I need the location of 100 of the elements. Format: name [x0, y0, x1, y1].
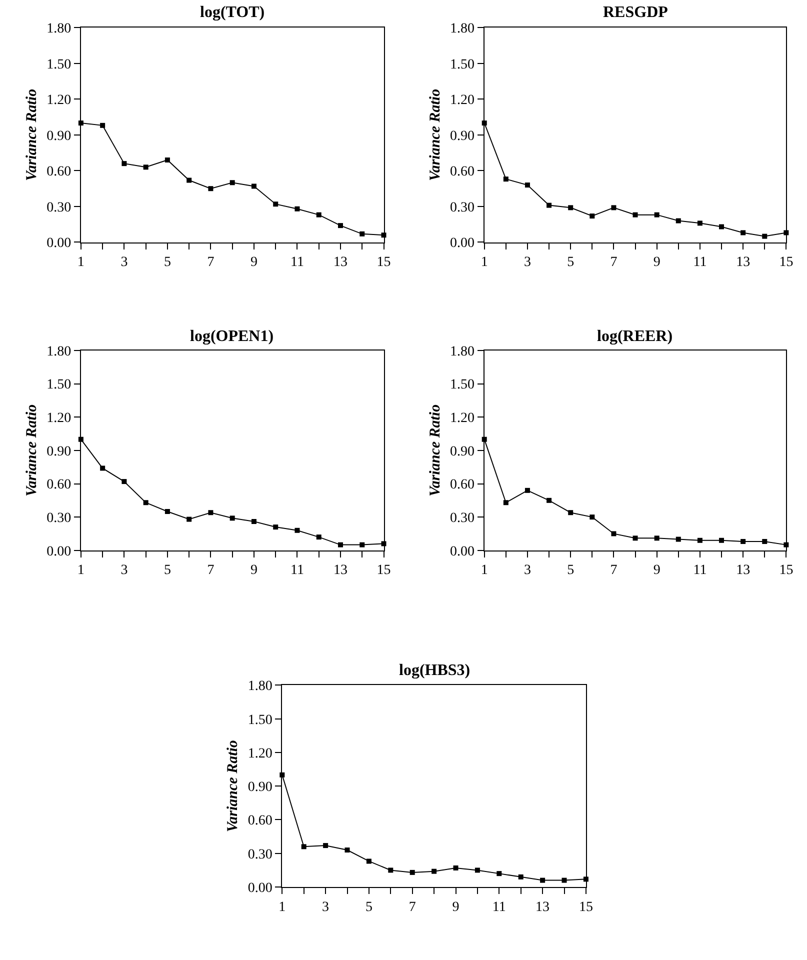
- x-tick-label: 1: [278, 900, 286, 915]
- y-tick-label: 1.50: [450, 57, 475, 72]
- x-tick-label: 13: [736, 255, 750, 270]
- point: [654, 212, 660, 218]
- point: [251, 518, 256, 524]
- point: [251, 184, 256, 189]
- x-tick-label: 1: [480, 563, 488, 578]
- point: [338, 542, 343, 548]
- y-axis-title: Variance Ratio: [427, 404, 444, 496]
- x-tick-label: 7: [207, 563, 214, 578]
- y-tick-label: 1.20: [46, 411, 72, 426]
- point: [503, 176, 508, 182]
- x-tick-label: 1: [77, 255, 84, 270]
- point: [388, 868, 394, 873]
- point: [524, 488, 530, 493]
- point: [568, 510, 574, 516]
- y-axis-title: Variance Ratio: [427, 88, 444, 182]
- x-tick-label: 5: [164, 255, 171, 270]
- x-tick-label: 3: [524, 255, 531, 270]
- point: [100, 466, 106, 471]
- point: [360, 542, 365, 548]
- y-axis-title: Variance Ratio: [24, 404, 40, 496]
- x-tick-label: 9: [653, 563, 660, 578]
- y-tick-label: 0.90: [450, 444, 475, 460]
- point: [740, 538, 746, 544]
- point: [186, 178, 192, 183]
- point: [143, 164, 148, 170]
- y-tick-label: 0.00: [450, 544, 475, 560]
- point: [122, 479, 127, 484]
- point: [590, 514, 595, 520]
- point: [360, 231, 365, 236]
- y-tick-label: 0.30: [46, 200, 72, 216]
- point: [100, 122, 106, 128]
- point: [654, 536, 660, 541]
- x-tick-label: 9: [452, 900, 460, 915]
- x-tick-label: 5: [164, 563, 171, 578]
- x-tick-label: 7: [408, 900, 416, 915]
- x-tick-label: 15: [578, 900, 593, 915]
- chart-title: RESGDP: [603, 4, 668, 21]
- point: [273, 524, 278, 530]
- x-tick-label: 3: [120, 255, 128, 270]
- x-tick-label: 15: [779, 563, 794, 578]
- y-tick-label: 1.80: [248, 679, 272, 694]
- y-tick-label: 0.60: [450, 164, 475, 180]
- y-tick-label: 0.90: [46, 128, 72, 144]
- y-tick-label: 1.50: [46, 57, 72, 72]
- point: [611, 531, 616, 536]
- point: [540, 878, 546, 883]
- y-tick-label: 0.90: [46, 444, 72, 460]
- x-tick-label: 7: [610, 255, 618, 270]
- point: [230, 180, 235, 186]
- x-tick-label: 5: [365, 900, 372, 915]
- point: [344, 848, 350, 853]
- y-tick-label: 1.20: [450, 93, 475, 108]
- x-tick-label: 9: [250, 563, 258, 578]
- x-tick-label: 13: [333, 255, 348, 270]
- y-tick-label: 1.80: [450, 22, 475, 37]
- point: [164, 509, 170, 514]
- y-tick-label: 0.00: [46, 236, 72, 252]
- y-tick-label: 1.50: [46, 378, 72, 393]
- y-tick-label: 0.00: [46, 544, 72, 560]
- point: [740, 230, 746, 236]
- point: [518, 874, 524, 880]
- point: [562, 878, 567, 883]
- x-tick-label: 11: [290, 255, 304, 270]
- point: [208, 510, 214, 516]
- x-tick-label: 1: [480, 255, 488, 270]
- x-tick-label: 15: [376, 255, 391, 270]
- x-tick-label: 11: [492, 900, 506, 915]
- y-tick-label: 0.00: [450, 236, 475, 252]
- y-tick-label: 0.30: [46, 510, 72, 526]
- point: [453, 865, 458, 870]
- point: [316, 534, 322, 540]
- chart-title: log(TOT): [200, 4, 265, 21]
- y-tick-label: 1.20: [248, 746, 272, 762]
- y-tick-label: 0.30: [248, 847, 272, 862]
- x-tick-label: 9: [653, 255, 660, 270]
- point: [568, 205, 574, 210]
- point: [294, 206, 300, 212]
- point: [676, 218, 681, 224]
- point: [474, 868, 480, 873]
- y-tick-label: 1.80: [46, 344, 72, 360]
- y-tick-label: 0.00: [248, 880, 272, 896]
- point: [143, 500, 148, 506]
- y-tick-label: 1.20: [450, 411, 475, 426]
- x-tick-label: 3: [322, 900, 330, 915]
- x-tick-label: 5: [567, 255, 574, 270]
- point: [122, 161, 127, 166]
- point: [719, 224, 724, 230]
- x-tick-label: 1: [77, 563, 84, 578]
- x-tick-label: 15: [376, 563, 391, 578]
- chart-title: log(HBS3): [399, 662, 470, 679]
- point: [632, 536, 638, 541]
- point: [546, 498, 552, 503]
- y-tick-label: 0.60: [450, 478, 475, 493]
- point: [366, 858, 372, 864]
- x-tick-label: 3: [524, 563, 531, 578]
- point: [432, 868, 437, 874]
- point: [316, 212, 322, 218]
- chart-title: log(REER): [597, 328, 673, 345]
